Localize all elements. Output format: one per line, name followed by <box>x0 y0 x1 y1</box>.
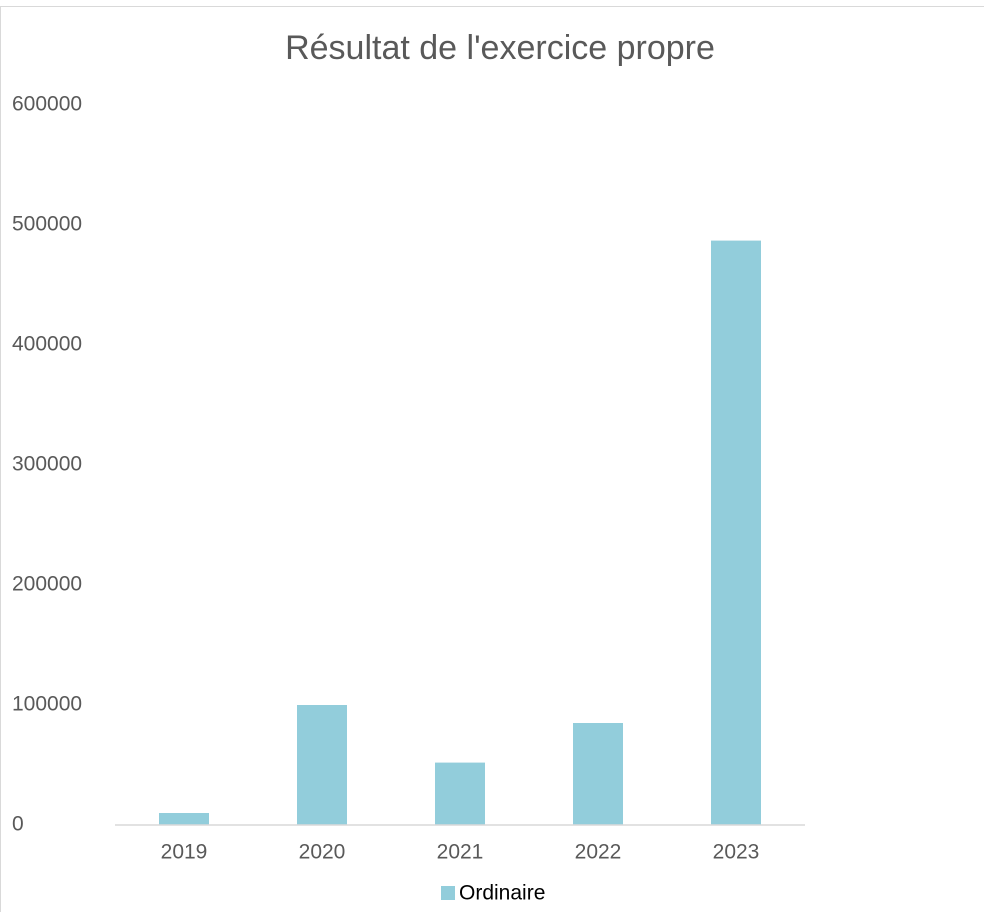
y-tick-label: 300000 <box>12 453 82 476</box>
chart-title: Résultat de l'exercice propre <box>285 29 715 67</box>
bar <box>711 240 761 826</box>
chart-border <box>0 6 984 912</box>
y-tick-label: 100000 <box>12 693 82 716</box>
bar <box>435 762 485 825</box>
y-tick-label: 500000 <box>12 213 82 236</box>
x-tick-label: 2021 <box>437 841 484 864</box>
bar <box>159 813 209 825</box>
x-tick-label: 2023 <box>713 841 760 864</box>
y-tick-label: 200000 <box>12 573 82 596</box>
legend-label: Ordinaire <box>459 882 545 905</box>
x-tick-label: 2022 <box>575 841 622 864</box>
x-tick-label: 2019 <box>161 841 208 864</box>
legend-swatch <box>441 886 455 900</box>
y-tick-label: 400000 <box>12 333 82 356</box>
bar <box>573 723 623 825</box>
y-tick-label: 0 <box>12 813 24 836</box>
y-tick-label: 600000 <box>12 93 82 116</box>
x-tick-label: 2020 <box>299 841 346 864</box>
bar <box>297 705 347 825</box>
